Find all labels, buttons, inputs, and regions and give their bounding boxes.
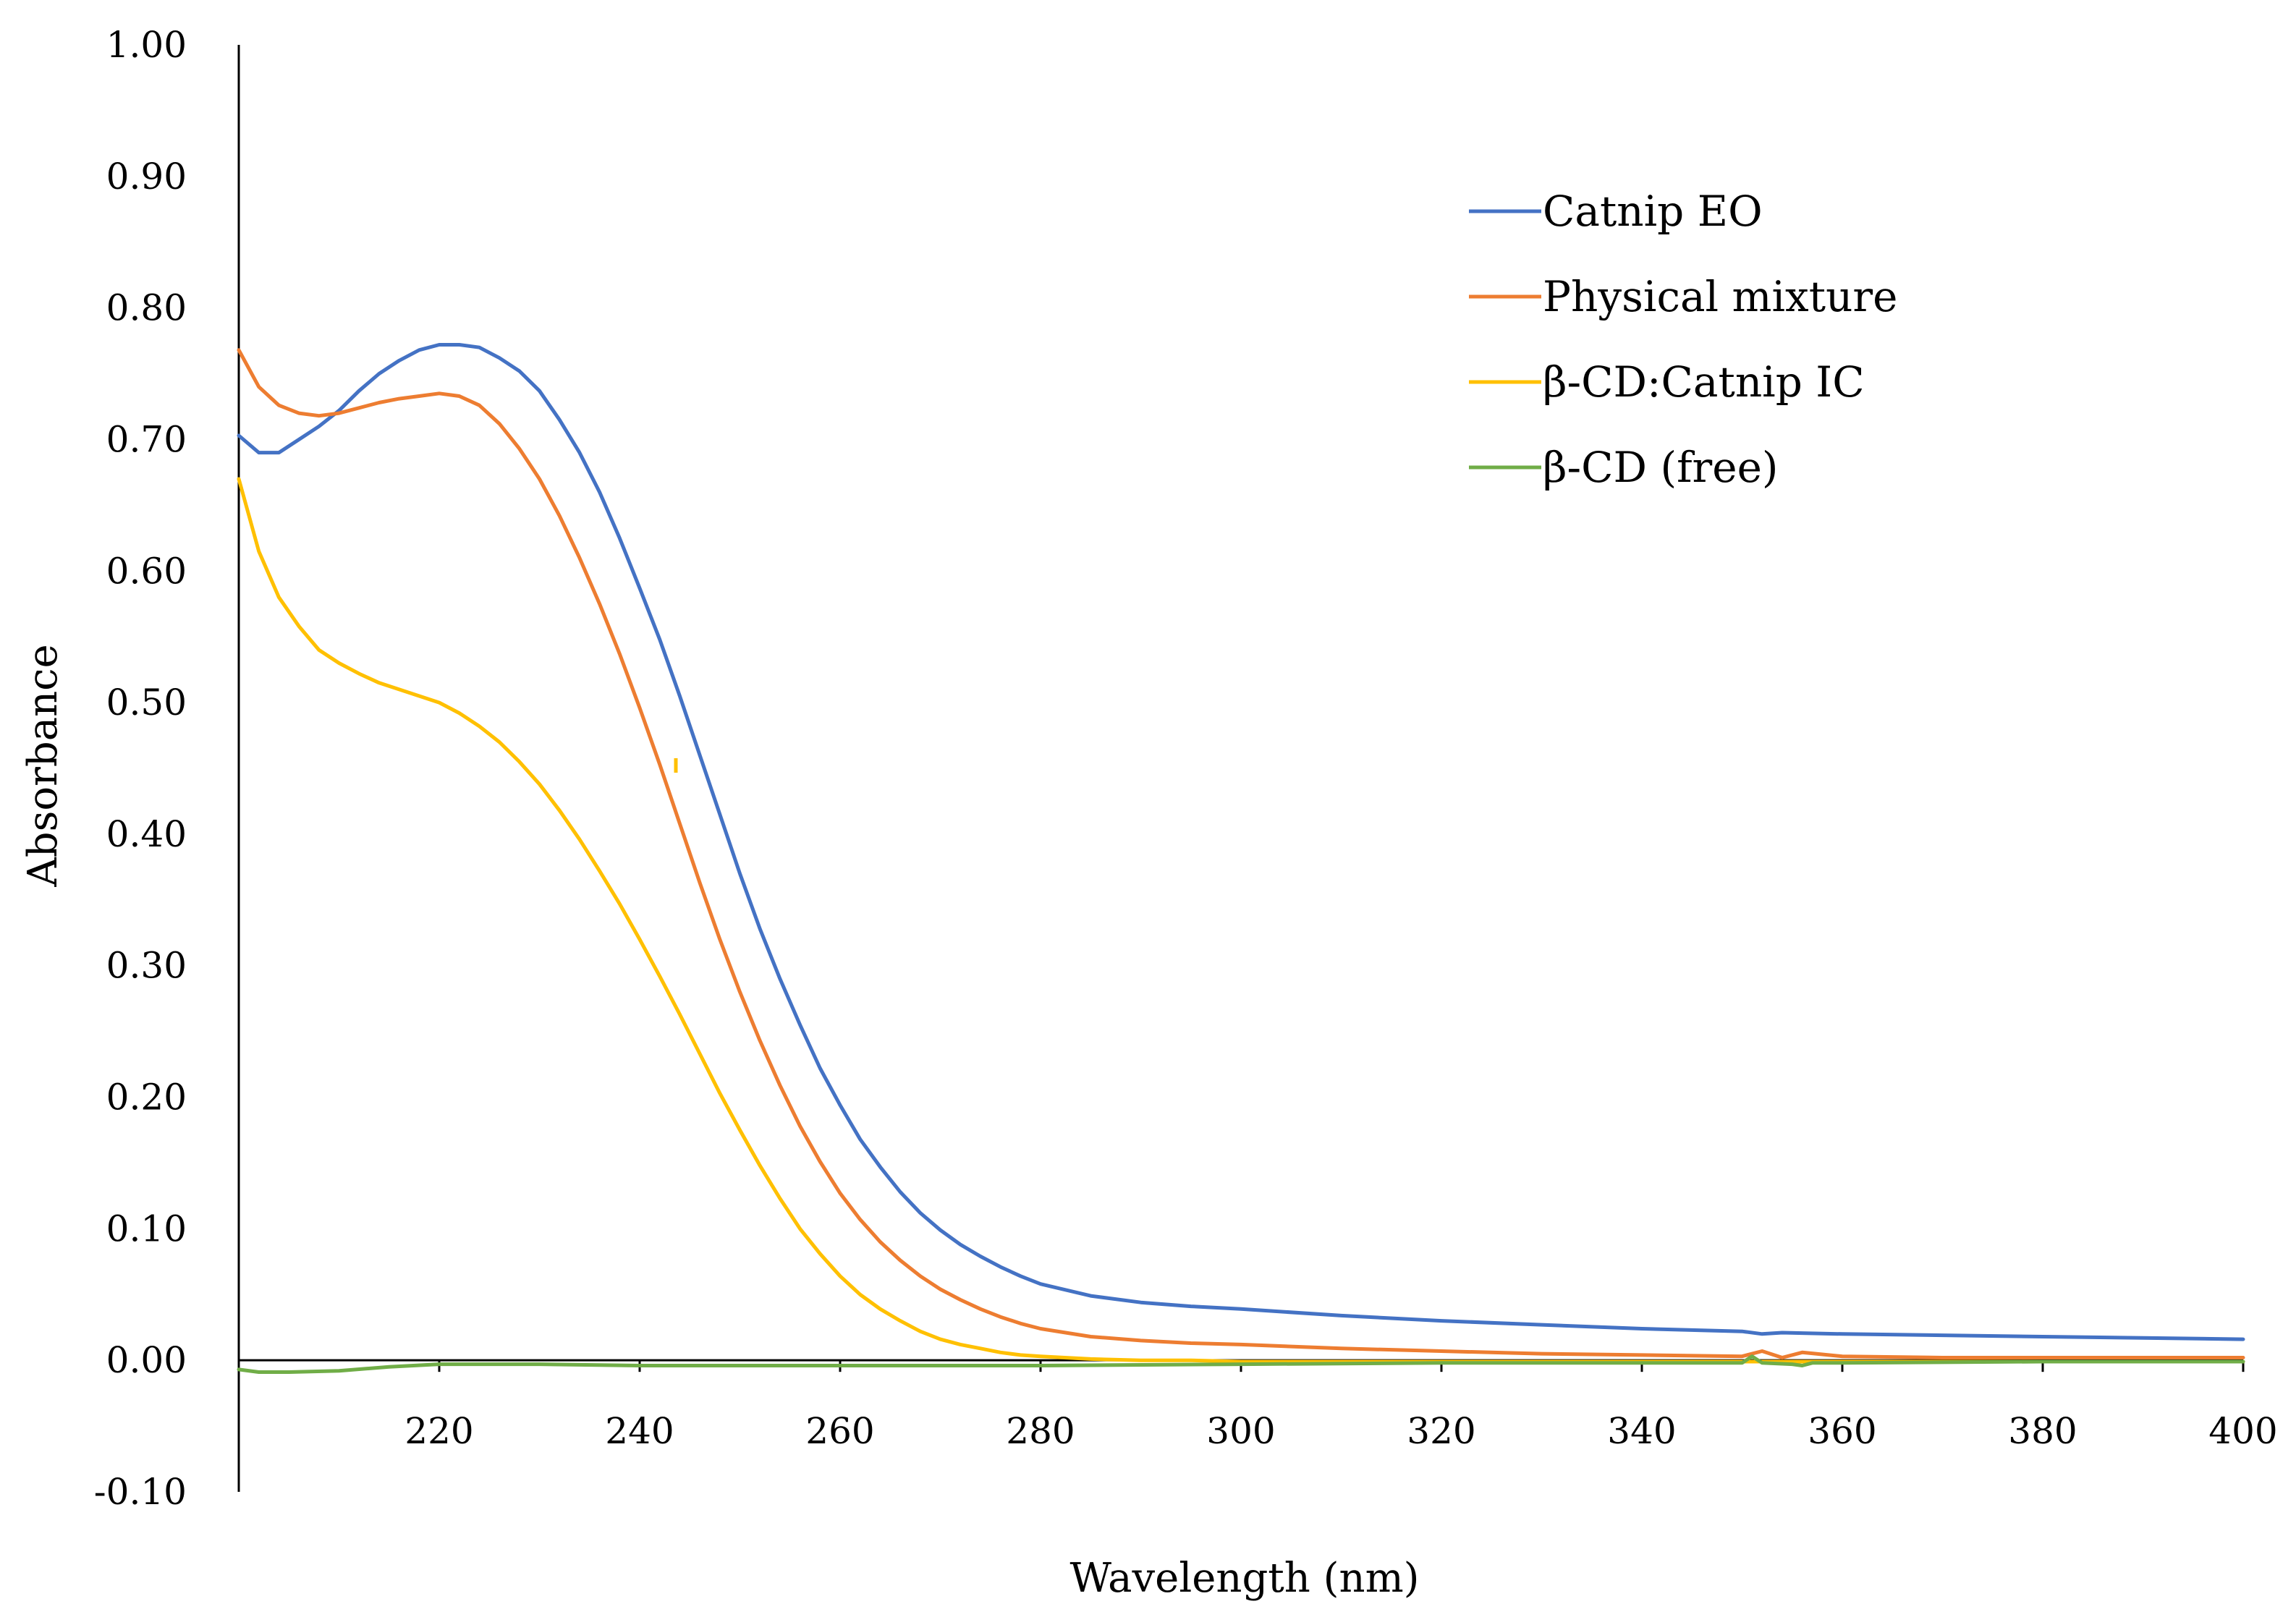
x-tick-label: 320 <box>1407 1410 1475 1452</box>
legend-label-1: Catnip EO <box>1543 187 1763 236</box>
y-tick-label: 0.30 <box>106 945 187 987</box>
legend-label-2: Physical mixture <box>1543 272 1897 321</box>
y-tick-label: 0.90 <box>106 156 187 198</box>
x-axis-title: Wavelength (nm) <box>1069 1555 1419 1602</box>
y-tick-labels: -0.10 0.00 0.10 0.20 0.30 0.40 0.50 0.60 0.70 0.8… <box>94 24 187 1513</box>
x-tick-label: 220 <box>404 1410 473 1452</box>
x-tick-labels: 220 240 260 280 300 320 340 360 380 400 <box>404 1360 2278 1452</box>
y-tick-label: 0.80 <box>106 287 187 329</box>
y-tick-label: -0.10 <box>94 1471 187 1513</box>
y-tick-label: 1.00 <box>106 24 187 66</box>
x-tick-label: 380 <box>2008 1410 2077 1452</box>
y-tick-label: 0.70 <box>106 418 187 460</box>
x-tick-label: 260 <box>805 1410 874 1452</box>
x-tick-label: 360 <box>1808 1410 1876 1452</box>
y-tick-label: 0.40 <box>106 813 187 855</box>
y-axis-title: Absorbance <box>20 644 67 887</box>
series-line-3 <box>237 477 2245 1364</box>
series-line-4 <box>237 1354 2245 1374</box>
x-tick-label: 400 <box>2208 1410 2277 1452</box>
x-tick-label: 280 <box>1006 1410 1075 1452</box>
y-tick-label: 0.60 <box>106 550 187 592</box>
y-tick-label: 0.00 <box>106 1339 187 1381</box>
series-line-1 <box>237 343 2245 1341</box>
legend-label-3: β-CD:Catnip IC <box>1543 357 1865 407</box>
series-lines <box>237 343 2245 1374</box>
legend-label-4: β-CD (free) <box>1543 443 1779 492</box>
x-tick-label: 340 <box>1607 1410 1676 1452</box>
series-line-2 <box>237 348 2245 1359</box>
y-tick-label: 0.50 <box>106 682 187 723</box>
x-tick-label: 240 <box>605 1410 674 1452</box>
y-tick-label: 0.20 <box>106 1077 187 1119</box>
x-tick-label: 300 <box>1206 1410 1275 1452</box>
legend: Catnip EO Physical mixture β-CD:Catnip IC β… <box>1469 187 1897 492</box>
y-tick-label: 0.10 <box>106 1208 187 1249</box>
